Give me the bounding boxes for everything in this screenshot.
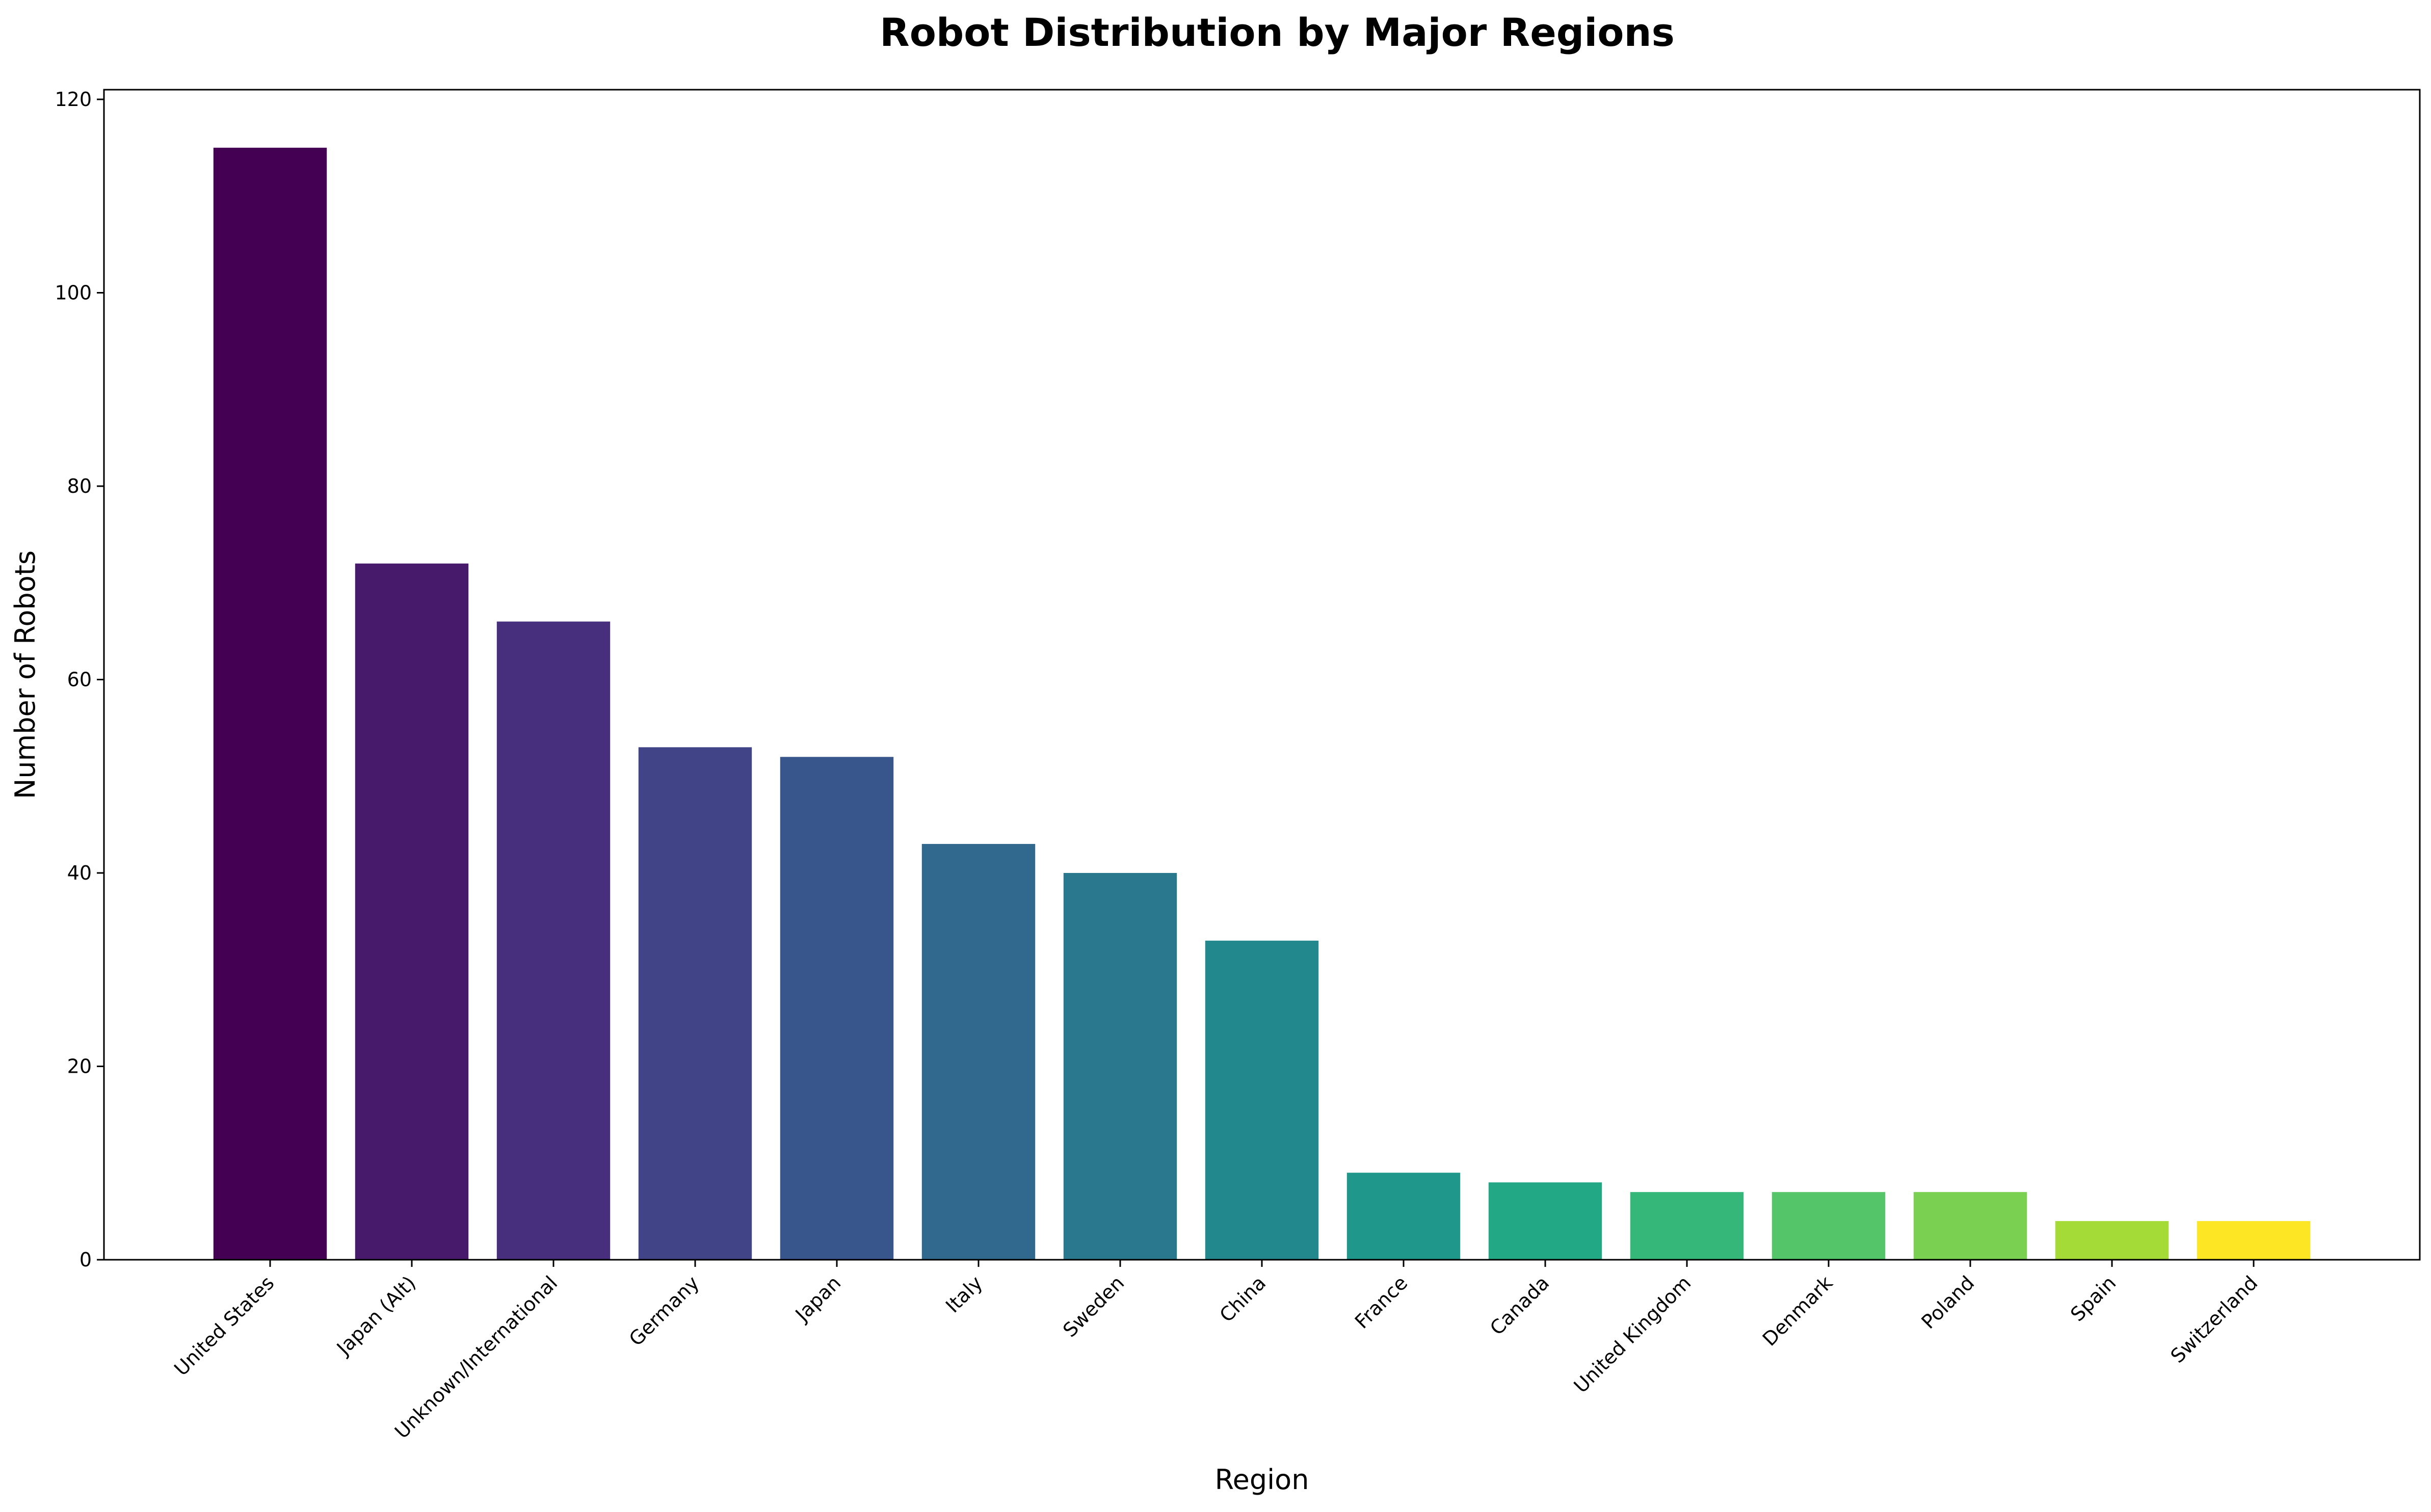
y-axis-label: Number of Robots <box>9 550 41 799</box>
x-tick-label: United States <box>170 1271 278 1380</box>
bar-france <box>1346 1173 1461 1260</box>
bar-spain <box>2055 1221 2169 1260</box>
x-tick-label: China <box>1215 1271 1270 1327</box>
bar-denmark <box>1772 1192 1886 1260</box>
y-tick-label: 100 <box>55 281 92 304</box>
x-tick-label: France <box>1351 1271 1412 1333</box>
bar-switzerland <box>2197 1221 2311 1260</box>
y-tick-label: 80 <box>67 475 92 497</box>
bar-germany <box>638 747 752 1260</box>
x-tick-label: Italy <box>941 1271 987 1317</box>
bar-japan <box>780 757 894 1260</box>
bar-unknown-international <box>496 621 611 1260</box>
x-tick-label: Japan <box>790 1271 845 1326</box>
bar-italy <box>921 844 1036 1260</box>
x-tick-label: Sweden <box>1059 1271 1128 1341</box>
bar-canada <box>1488 1182 1602 1260</box>
x-tick-label: United Kingdom <box>1570 1271 1696 1397</box>
x-tick-label: Switzerland <box>2166 1271 2262 1367</box>
x-axis-label: Region <box>1215 1464 1309 1496</box>
y-axis-ticks: 0 20 40 60 80 100 120 <box>55 88 104 1271</box>
chart-title: Robot Distribution by Major Regions <box>880 10 1675 55</box>
y-tick-label: 20 <box>67 1055 92 1077</box>
bar-japan-alt <box>355 563 469 1260</box>
bar-united-states <box>213 147 327 1260</box>
y-tick-label: 60 <box>67 668 92 691</box>
x-tick-label: Japan (Alt) <box>332 1271 420 1360</box>
x-tick-label: Germany <box>625 1271 704 1350</box>
plot-area-frame <box>103 89 2421 1261</box>
bar-sweden <box>1063 872 1177 1260</box>
y-tick-label: 120 <box>55 88 92 111</box>
x-tick-label: Denmark <box>1758 1271 1837 1350</box>
bar-united-kingdom <box>1630 1192 1744 1260</box>
x-tick-label: Unknown/International <box>390 1271 562 1443</box>
x-tick-label: Spain <box>2066 1271 2120 1325</box>
y-tick-label: 40 <box>67 862 92 884</box>
bar-china <box>1205 940 1319 1260</box>
y-tick-label: 0 <box>80 1249 92 1271</box>
x-tick-label: Poland <box>1917 1271 1979 1333</box>
bars-group <box>213 147 2311 1260</box>
x-tick-label: Canada <box>1486 1271 1553 1339</box>
bar-poland <box>1913 1192 2027 1260</box>
x-axis-ticks: United States Japan (Alt)Unknown/Internat… <box>170 1260 2262 1443</box>
